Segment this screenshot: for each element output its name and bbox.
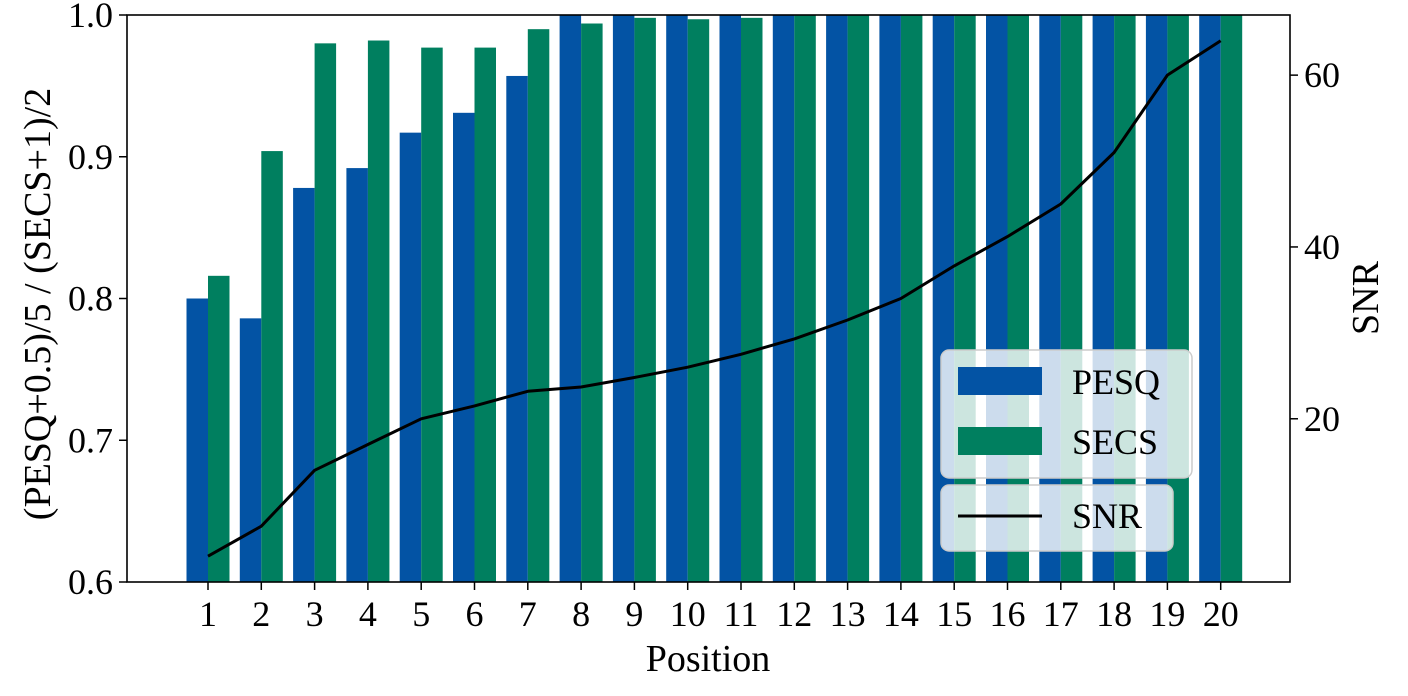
x-tick-label: 16	[990, 594, 1026, 634]
bar-secs	[367, 40, 390, 582]
bar-secs	[900, 15, 923, 582]
bar-pesq	[399, 132, 422, 582]
bar-pesq	[612, 15, 635, 582]
bar-secs	[261, 151, 283, 582]
legend-line: SNR	[940, 484, 1174, 552]
x-tick-label: 19	[1149, 594, 1185, 634]
x-tick-label: 1	[199, 594, 217, 634]
ticks-layer: 1 2 3 4 5 6 7 8 9 10 11 12 13 14 15 16 17 18 19 200.60.70.8…	[68, 0, 1340, 634]
y-axis-title: (PESQ+0.5)/5 / (SECS+1)/2	[17, 88, 59, 520]
x-tick-label: 5	[412, 594, 430, 634]
x-tick-label: 12	[776, 594, 812, 634]
x-tick-label: 15	[936, 594, 972, 634]
legend-snr-label: SNR	[1072, 496, 1142, 536]
bar-secs	[581, 23, 603, 582]
x-tick-label: 14	[883, 594, 919, 634]
legend-bars: PESQ SECS	[940, 349, 1193, 479]
bar-secs	[741, 17, 763, 582]
legend-secs-swatch	[958, 427, 1042, 455]
bars-layer	[186, 15, 1243, 583]
bar-secs	[527, 29, 550, 583]
y-tick-label: 0.8	[68, 279, 113, 319]
x-tick-label: 4	[359, 594, 377, 634]
bar-secs	[208, 275, 230, 582]
bar-secs	[687, 19, 710, 582]
snr-line-layer	[207, 39, 1222, 558]
y2-tick-label: 60	[1304, 55, 1340, 95]
legend-line-box	[940, 484, 1174, 552]
bar-secs	[474, 47, 496, 583]
bar-pesq	[719, 15, 741, 582]
y-tick-label: 1.0	[68, 0, 113, 35]
bar-pesq	[666, 15, 688, 582]
bar-pesq	[826, 15, 848, 582]
bar-pesq	[772, 15, 795, 582]
x-axis-title: Position	[646, 638, 771, 680]
x-tick-label: 20	[1203, 594, 1239, 634]
bar-pesq	[186, 298, 208, 582]
legend-pesq-label: PESQ	[1072, 362, 1160, 402]
y-tick-label: 0.7	[68, 420, 113, 460]
bar-secs	[634, 17, 656, 582]
x-tick-label: 10	[670, 594, 706, 634]
x-tick-label: 17	[1043, 594, 1079, 634]
bar-secs	[847, 15, 870, 582]
bar-secs	[1220, 15, 1243, 582]
x-tick-label: 18	[1096, 594, 1132, 634]
legend-secs-label: SECS	[1072, 422, 1158, 462]
x-tick-label: 11	[724, 594, 759, 634]
bar-pesq	[239, 318, 262, 582]
snr-line	[207, 39, 1222, 558]
bar-pesq	[453, 112, 475, 583]
x-tick-label: 6	[466, 594, 484, 634]
y2-tick-label: 20	[1304, 399, 1340, 439]
y2-axis-title: SNR	[1345, 260, 1387, 335]
x-tick-label: 8	[572, 594, 590, 634]
bar-pesq	[1199, 15, 1221, 582]
bar-secs	[314, 43, 337, 583]
bar-pesq	[506, 75, 528, 582]
x-tick-label: 7	[519, 594, 537, 634]
bar-secs	[794, 15, 816, 582]
bar-pesq	[346, 168, 368, 582]
bar-pesq	[879, 15, 901, 582]
y2-tick-label: 40	[1304, 227, 1340, 267]
bar-pesq	[559, 15, 582, 582]
bar-secs	[421, 47, 443, 583]
bar-pesq	[293, 187, 315, 582]
x-tick-label: 9	[625, 594, 643, 634]
y-tick-label: 0.9	[68, 137, 113, 177]
y-tick-label: 0.6	[68, 562, 113, 602]
x-tick-label: 2	[252, 594, 270, 634]
x-tick-label: 13	[830, 594, 866, 634]
legend-pesq-swatch	[958, 367, 1042, 395]
x-tick-label: 3	[306, 594, 324, 634]
